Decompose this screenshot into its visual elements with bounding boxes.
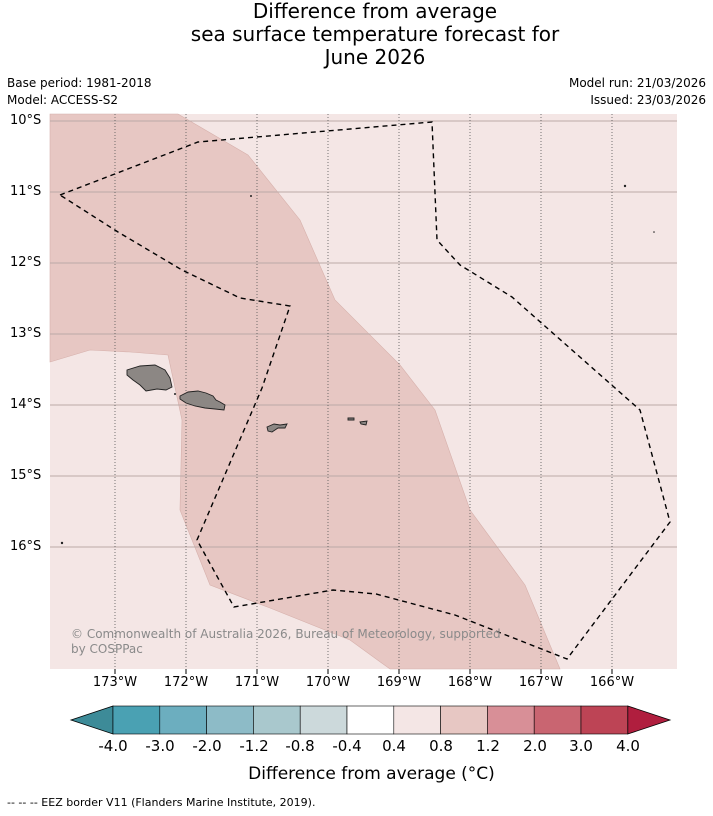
longitude-gridlines — [114, 114, 613, 669]
small-islets — [60, 184, 655, 545]
cbar-tick-7: 0.8 — [429, 737, 453, 755]
islet-a — [623, 184, 627, 188]
colorbar-swatch-10 — [533, 705, 582, 735]
lon-label-169w: 169°W — [376, 675, 422, 690]
colorbar-swatch-2 — [159, 705, 207, 735]
island-ofu — [347, 417, 355, 421]
title-line-1: Difference from average — [252, 0, 498, 23]
lon-label-170w: 170°W — [305, 675, 351, 690]
colorbar-swatch-3 — [206, 705, 254, 735]
colorbar-swatch-6 — [346, 705, 395, 735]
colorbar-extend-high — [627, 705, 672, 735]
island-savaii — [126, 364, 173, 392]
cbar-tick-0: -4.0 — [98, 737, 128, 755]
lon-ticks — [114, 669, 613, 674]
cbar-tick-10: 3.0 — [569, 737, 593, 755]
colorbar-swatch-8 — [440, 705, 488, 735]
colorbar-extend-low — [69, 705, 114, 735]
islet-c — [60, 541, 64, 545]
islet-swains — [250, 195, 252, 197]
cbar-tick-5: -0.4 — [332, 737, 362, 755]
title-line-3: June 2026 — [324, 45, 426, 69]
lon-label-168w: 168°W — [447, 675, 493, 690]
cbar-tick-9: 2.0 — [523, 737, 547, 755]
cbar-tick-2: -2.0 — [192, 737, 222, 755]
cbar-tick-4: -0.8 — [285, 737, 315, 755]
lon-label-173w: 173°W — [92, 675, 138, 690]
meta-right: Model run: 21/03/2026 Issued: 23/03/2026 — [569, 75, 706, 109]
lon-label-171w: 171°W — [234, 675, 280, 690]
lat-label-13s: 13°S — [10, 326, 42, 341]
island-upolu — [179, 390, 226, 411]
issued-date: Issued: 23/03/2026 — [590, 93, 706, 107]
base-period: Base period: 1981-2018 — [7, 76, 152, 90]
colorbar-label: Difference from average (°C) — [248, 764, 495, 784]
eez-border-samoa — [58, 121, 671, 660]
cbar-tick-8: 1.2 — [476, 737, 500, 755]
latitude-gridlines — [50, 120, 677, 548]
lat-label-16s: 16°S — [10, 539, 42, 554]
lat-label-10s: 10°S — [10, 113, 42, 128]
lat-label-14s: 14°S — [10, 397, 42, 412]
colorbar-swatch-9 — [487, 705, 535, 735]
colorbar-swatch-4 — [253, 705, 301, 735]
title-line-2: sea surface temperature forecast for — [190, 22, 560, 46]
lat-label-12s: 12°S — [10, 255, 42, 270]
cbar-tick-3: -1.2 — [239, 737, 269, 755]
colorbar-swatch-1 — [112, 705, 161, 735]
copyright-notice: © Commonwealth of Australia 2026, Bureau… — [71, 627, 501, 656]
lat-label-15s: 15°S — [10, 468, 42, 483]
lon-label-166w: 166°W — [589, 675, 635, 690]
model-run: Model run: 21/03/2026 — [568, 76, 706, 90]
lat-label-11s: 11°S — [10, 184, 42, 199]
eez-footnote: -- -- -- EEZ border V11 (Flanders Marine… — [7, 796, 316, 809]
lon-label-172w: 172°W — [163, 675, 209, 690]
anomaly-region-0.8-1.2 — [49, 113, 561, 670]
lon-label-167w: 167°W — [518, 675, 564, 690]
cbar-tick-11: 4.0 — [616, 737, 640, 755]
map-title: Difference from average sea surface temp… — [0, 0, 713, 69]
islet-manono — [174, 393, 176, 395]
colorbar-swatch-5 — [299, 705, 348, 735]
island-tutuila — [266, 423, 288, 433]
colorbar — [69, 705, 672, 735]
cbar-tick-6: 0.4 — [382, 737, 406, 755]
colorbar-swatch-7 — [393, 705, 441, 735]
colorbar-swatch-11 — [580, 705, 629, 735]
cbar-tick-1: -3.0 — [145, 737, 175, 755]
land-masses — [126, 364, 368, 433]
model-name: Model: ACCESS-S2 — [7, 93, 119, 107]
islet-b — [653, 231, 655, 233]
meta-left: Base period: 1981-2018 Model: ACCESS-S2 — [7, 75, 152, 109]
island-tau — [359, 420, 368, 426]
